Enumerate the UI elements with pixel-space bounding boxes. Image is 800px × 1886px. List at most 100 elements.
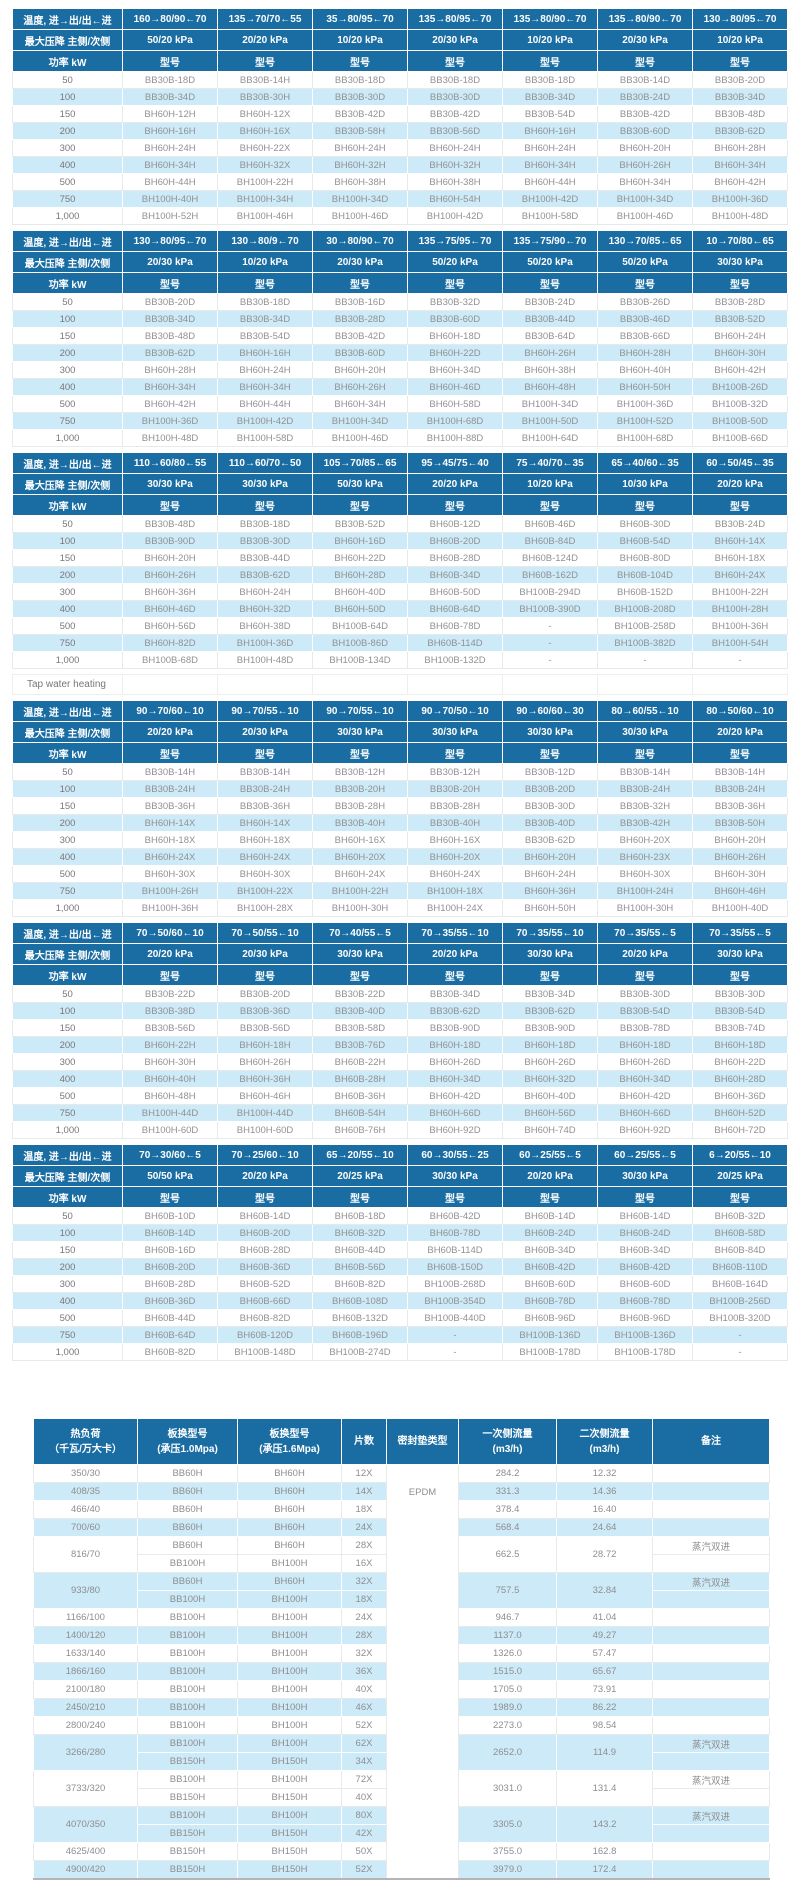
secondary-flow-cell: 143.2 [556,1806,653,1843]
selection-row: 1633/140 BB100H BH100H 32X 1326.0 57.47 [33,1644,770,1663]
model-1_6mpa-cell: BH100H [237,1770,342,1789]
model-cell: BH60H-20X [407,848,503,866]
model-cell: BH60B-34D [407,566,503,584]
remark-cell: 蒸汽双进 [652,1770,770,1789]
primary-flow-cell: 1515.0 [458,1662,557,1681]
model-cell: BH100H-36H [122,899,218,917]
model-cell: BH60H-38H [312,173,408,191]
model-cell: BH60B-152D [597,583,693,601]
selection-row: 4070/350 BB100H BH100H 80X 3305.0 143.2 蒸汽双进 [33,1806,770,1843]
model-cell: BH60B-34D [597,1241,693,1259]
model-cell: BH60H-28H [692,139,788,157]
model-cell: BH60B-64D [407,600,503,618]
temp-value-cell: 135→80/95←70 [407,8,503,30]
selection-header-cell: 片数 [341,1418,387,1465]
model-label-cell: 型号 [502,1186,598,1208]
model-cell: BH60H-34H [312,395,408,413]
model-cell: BH60B-46D [502,515,598,533]
remark-cell [652,1662,770,1681]
primary-flow-cell: 662.5 [458,1536,557,1573]
model-cell: BB30B-12H [407,763,503,781]
model-cell: BH60B-96D [502,1309,598,1327]
model-cell: BH60H-66D [407,1104,503,1122]
model-cell: BB30B-76D [312,1036,408,1054]
model-cell: BB30B-42D [407,105,503,123]
model-cell: BH60H-40D [312,583,408,601]
remark-cell [652,1554,770,1573]
spec-row: 150 BB30B-48D BB30B-54D BB30B-42D BH60H-18D B… [12,327,788,345]
model-cell: BH60H-54H [407,190,503,208]
selection-header-line1: 一次侧流量 [482,1428,533,1440]
spec-tables-container: 温度, 进→出/出←进 160→80/90←70 135→70/70←55 35→80… [0,8,800,1361]
tap-water-empty-cell [122,674,218,695]
model-cell: BH100H-46D [597,207,693,225]
model-header-row: 功率 kW 型号 型号 型号 型号 型号 型号 型号 [12,50,788,72]
spec-row: 1,000 BH100H-52H BH100H-46H BH100H-46D BH100… [12,207,788,225]
temp-value-cell: 70→30/60←5 [122,1144,218,1166]
pieces-cell: 62X [341,1734,387,1753]
selection-row: 1166/100 BB100H BH100H 24X 946.7 41.04 [33,1608,770,1627]
temp-value-cell: 70→50/60←10 [122,922,218,944]
primary-flow-cell: 946.7 [458,1608,557,1627]
model-cell: BH60H-22H [122,1036,218,1054]
model-cell: BH100B-86D [312,634,408,652]
model-cell: BH100H-52D [597,412,693,430]
heat-load-cell: 466/40 [33,1500,138,1519]
spec-row: 100 BB30B-38D BB30B-36D BB30B-40D BB30B-62D B… [12,1002,788,1020]
power-cell: 400 [12,378,123,396]
model-cell: BH60H-38H [502,361,598,379]
pressure-value-cell: 10/20 kPa [692,29,788,51]
model-cell: BB30B-90D [122,532,218,550]
spec-row: 50 BB30B-18D BB30B-14H BB30B-18D BB30B-18D BB… [12,71,788,89]
spec-row: 50 BB30B-20D BB30B-18D BB30B-16D BB30B-32D BB… [12,293,788,311]
model-cell: BH60B-24D [502,1224,598,1242]
model-1_6mpa-cell: BH100H [237,1626,342,1645]
spec-row: 50 BB30B-22D BB30B-20D BB30B-22D BB30B-34D BB… [12,985,788,1003]
model-cell: BH60B-78D [407,1224,503,1242]
model-cell: BH100B-382D [597,634,693,652]
heat-load-cell: 1166/100 [33,1608,138,1627]
heat-load-cell: 2800/240 [33,1716,138,1735]
power-cell: 200 [12,122,123,140]
model-cell: BH60H-18X [217,831,313,849]
model-cell: BB30B-16D [312,293,408,311]
model-1_6mpa-cell: BH100H [237,1716,342,1735]
model-cell: BH60H-32D [502,1070,598,1088]
model-cell: BH60B-162D [502,566,598,584]
spec-row: 150 BH60B-16D BH60B-28D BH60B-44D BH60B-114D… [12,1241,788,1259]
model-cell: BH100B-134D [312,651,408,669]
primary-flow-cell: 331.3 [458,1482,557,1501]
model-cell: BB30B-24D [597,88,693,106]
power-cell: 750 [12,190,123,208]
model-cell: BB30B-56D [217,1019,313,1037]
spec-block: 温度, 进→出/出←进 70→50/60←10 70→50/55←10 70→40/5… [12,922,788,1139]
model-cell: BH60H-30X [597,865,693,883]
model-cell: - [502,634,598,652]
model-cell: BH60H-16H [122,122,218,140]
model-cell: BH100H-60D [217,1121,313,1139]
model-cell: BB30B-34D [217,310,313,328]
model-cell: BB30B-62D [122,344,218,362]
model-1_6mpa-cell: BH150H [237,1824,342,1843]
model-cell: BH60H-26H [312,378,408,396]
pressure-value-cell: 20/20 kPa [122,721,218,743]
model-cell: - [692,1326,788,1344]
model-cell: BB30B-30D [597,985,693,1003]
model-cell: BH60B-52D [217,1275,313,1293]
pressure-value-cell: 20/25 kPa [312,1165,408,1187]
model-cell: BH60B-32D [692,1207,788,1225]
model-cell: BH60B-32D [312,1224,408,1242]
model-1_0mpa-cell: BB100H [137,1698,238,1717]
selection-header-line1: 热负荷 [70,1428,101,1440]
model-cell: BH100B-390D [502,600,598,618]
model-1_6mpa-cell: BH60H [237,1518,342,1537]
secondary-flow-cell: 73.91 [556,1680,653,1699]
model-label-cell: 型号 [217,494,313,516]
model-cell: BB30B-40H [407,814,503,832]
model-cell: BB30B-50H [692,814,788,832]
selection-header-line1: 二次侧流量 [579,1428,630,1440]
tap-water-empty-cell [502,674,598,695]
model-cell: BB30B-32D [407,293,503,311]
model-label-cell: 型号 [597,50,693,72]
temp-label-cell: 温度, 进→出/出←进 [12,922,123,944]
